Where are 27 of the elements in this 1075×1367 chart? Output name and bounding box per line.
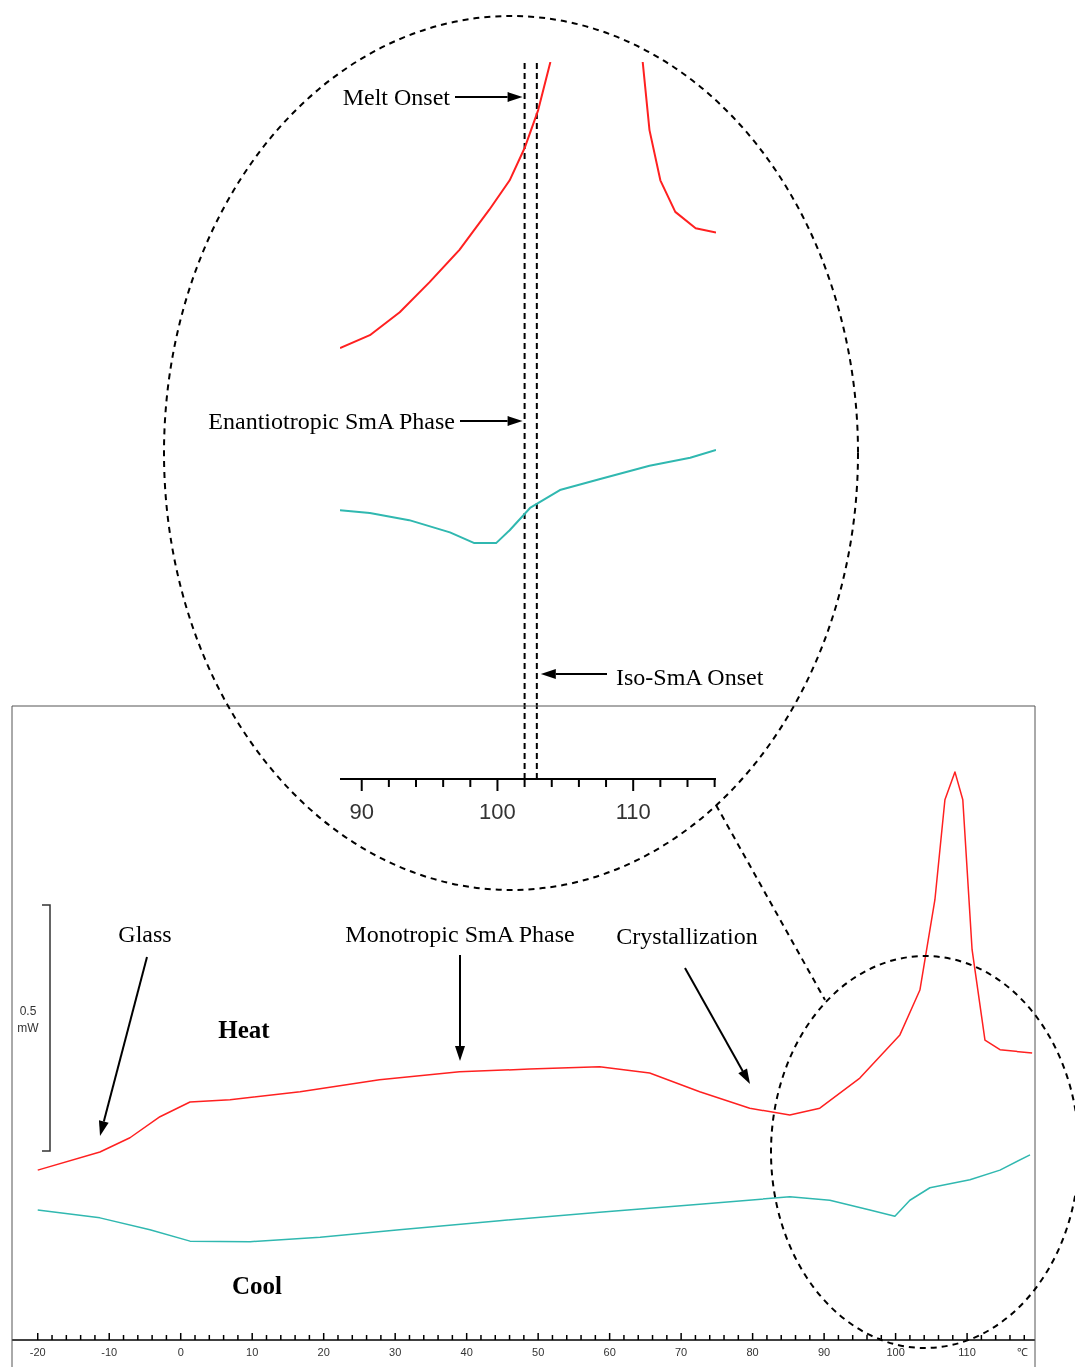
- x-tick-label: 100: [479, 799, 516, 824]
- x-tick-label: 0: [177, 1346, 184, 1358]
- x-tick-label: 110: [615, 799, 651, 824]
- series-label: Cool: [232, 1272, 283, 1299]
- x-tick-label: 10: [246, 1346, 259, 1358]
- x-tick-label: -20: [29, 1346, 46, 1358]
- annotation: Melt Onset: [342, 84, 451, 110]
- x-tick-label: 30: [389, 1346, 402, 1358]
- annotation: Crystallization: [616, 923, 758, 949]
- annotation: 0.5 mW: [17, 1004, 40, 1035]
- x-tick-label: 40: [460, 1346, 473, 1358]
- text: Heat: [218, 1016, 271, 1043]
- x-tick-label: -10: [101, 1346, 118, 1358]
- annotation: Glass: [118, 921, 172, 947]
- annotation: Enantiotropic SmA Phase: [208, 408, 455, 434]
- x-tick-label: 90: [817, 1346, 831, 1358]
- x-tick-label: 70: [675, 1346, 688, 1358]
- x-tick-label: 110: [958, 1346, 976, 1358]
- x-axis-title: ℃: [1016, 1346, 1028, 1358]
- annotation: Monotropic SmA Phase: [345, 921, 575, 947]
- x-tick-label: 20: [317, 1346, 330, 1358]
- x-tick-label: 80: [746, 1346, 759, 1358]
- x-tick-label: 100: [886, 1346, 905, 1358]
- x-tick-label: 90: [349, 799, 374, 824]
- x-tick-label: 50: [532, 1346, 545, 1358]
- annotation: Iso-SmA Onset: [616, 664, 764, 690]
- x-tick-label: 60: [603, 1346, 616, 1358]
